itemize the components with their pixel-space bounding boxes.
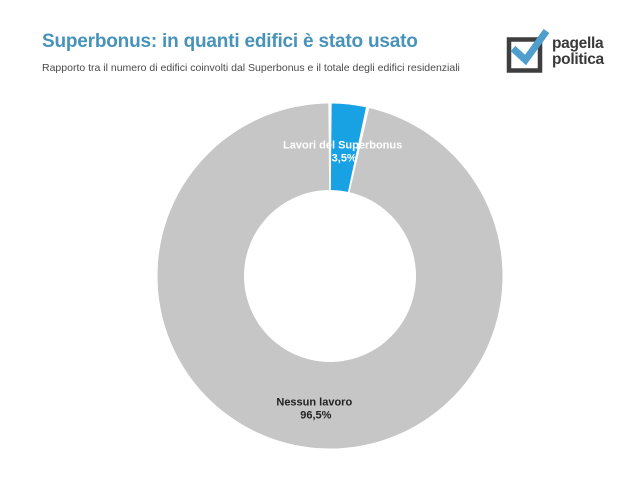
pagella-politica-logo: pagella politica (505, 27, 620, 75)
page-title: Superbonus: in quanti edifici è stato us… (42, 31, 418, 52)
logo-word-pagella: pagella (552, 35, 604, 52)
checkbox-logo-icon (506, 28, 550, 73)
donut-slice-nessun-lavoro[interactable] (157, 103, 503, 449)
chart-subtitle: Rapporto tra il numero di edifici coinvo… (42, 62, 460, 74)
logo-word-politica: politica (552, 50, 604, 68)
donut-slice-lavori-del-superbonus[interactable] (330, 103, 367, 192)
logo-wordmark: pagella politica (552, 36, 604, 67)
